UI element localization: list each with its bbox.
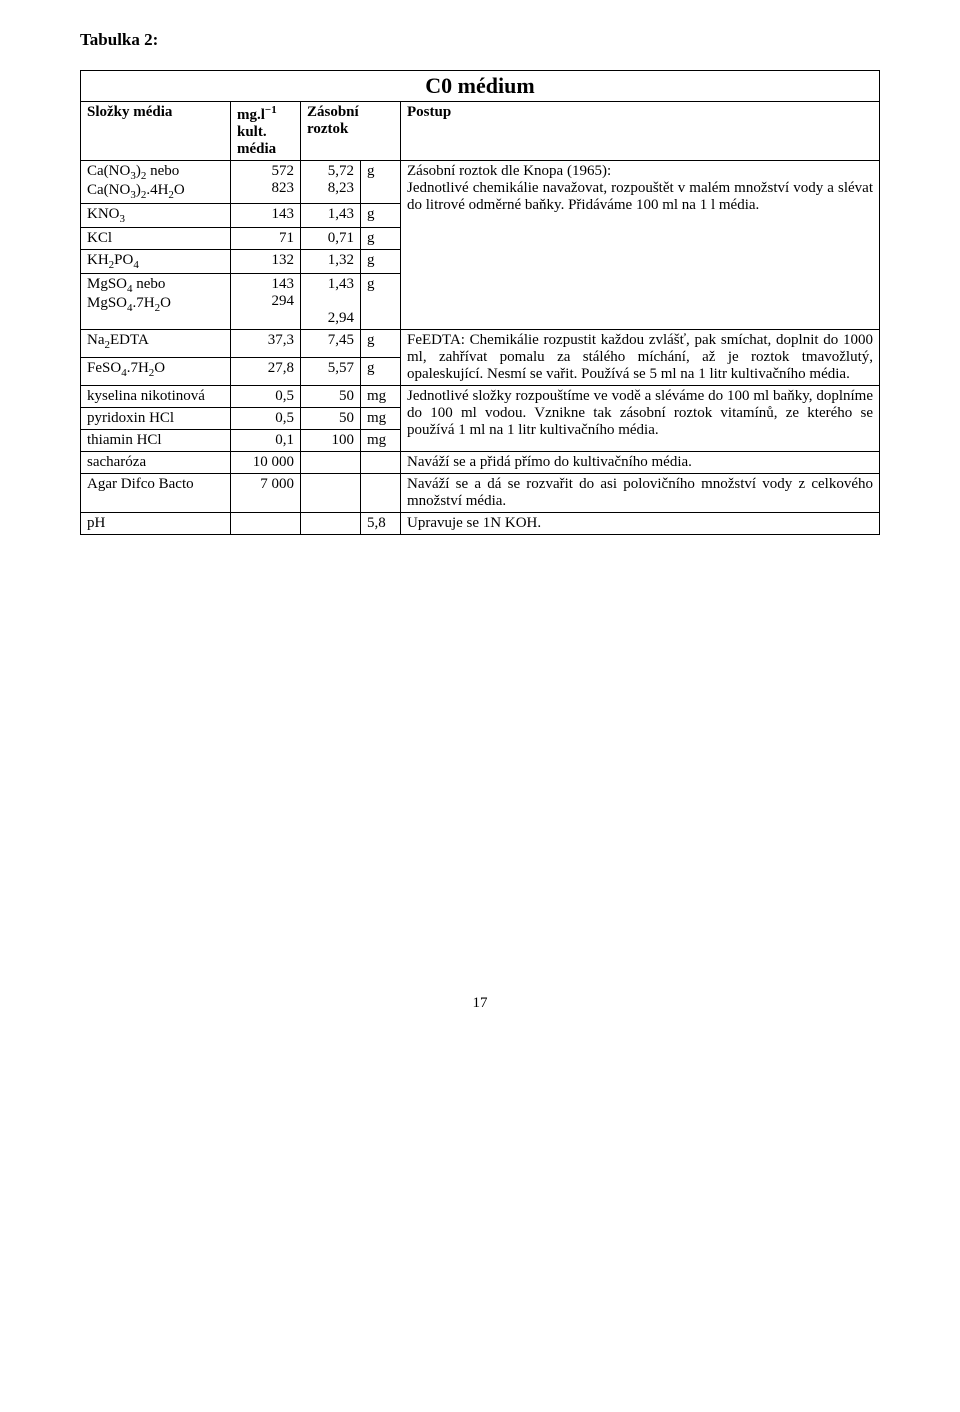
cell-name: pH bbox=[81, 513, 231, 535]
postup-block3: Jednotlivé složky rozpouštíme ve vodě a … bbox=[401, 386, 880, 452]
cell-name: kyselina nikotinová bbox=[81, 386, 231, 408]
cell-conc: 572823 bbox=[231, 161, 301, 204]
cell-unit: g bbox=[361, 161, 401, 204]
cell-conc: 27,8 bbox=[231, 358, 301, 386]
postup-ph: Upravuje se 1N KOH. bbox=[401, 513, 880, 535]
cell-stock: 100 bbox=[301, 430, 361, 452]
cell-name: KNO3 bbox=[81, 204, 231, 228]
col-header-slozky: Složky média bbox=[81, 102, 231, 161]
cell-stock: 5,728,23 bbox=[301, 161, 361, 204]
cell-name: KCl bbox=[81, 228, 231, 250]
cell-stock: 50 bbox=[301, 386, 361, 408]
cell-stock: 7,45 bbox=[301, 330, 361, 358]
cell-stock: 50 bbox=[301, 408, 361, 430]
cell-conc: 0,5 bbox=[231, 408, 301, 430]
cell-unit: mg bbox=[361, 430, 401, 452]
cell-conc: 143 bbox=[231, 204, 301, 228]
cell-name: thiamin HCl bbox=[81, 430, 231, 452]
cell-name: KH2PO4 bbox=[81, 250, 231, 274]
cell-name: Ca(NO3)2 neboCa(NO3)2.4H2O bbox=[81, 161, 231, 204]
cell-conc: 0,5 bbox=[231, 386, 301, 408]
cell-conc bbox=[231, 513, 301, 535]
cell-name: MgSO4 neboMgSO4.7H2O bbox=[81, 274, 231, 330]
cell-name: FeSO4.7H2O bbox=[81, 358, 231, 386]
postup-sacharoza: Naváží se a přidá přímo do kultivačního … bbox=[401, 452, 880, 474]
cell-name: Na2EDTA bbox=[81, 330, 231, 358]
postup-block2: FeEDTA: Chemikálie rozpustit každou zvlá… bbox=[401, 330, 880, 386]
cell-name: sacharóza bbox=[81, 452, 231, 474]
cell-unit: g bbox=[361, 250, 401, 274]
cell-stock: 1,43 bbox=[301, 204, 361, 228]
cell-stock: 1,32 bbox=[301, 250, 361, 274]
cell-stock bbox=[301, 474, 361, 513]
cell-unit: mg bbox=[361, 408, 401, 430]
cell-conc: 10 000 bbox=[231, 452, 301, 474]
cell-conc: 71 bbox=[231, 228, 301, 250]
cell-conc: 143294 bbox=[231, 274, 301, 330]
cell-name: Agar Difco Bacto bbox=[81, 474, 231, 513]
table-caption: Tabulka 2: bbox=[80, 30, 880, 50]
cell-stock: 1,432,94 bbox=[301, 274, 361, 330]
cell-stock: 5,57 bbox=[301, 358, 361, 386]
cell-conc: 37,3 bbox=[231, 330, 301, 358]
postup-block1: Zásobní roztok dle Knopa (1965): Jednotl… bbox=[401, 161, 880, 330]
cell-stock: 0,71 bbox=[301, 228, 361, 250]
cell-unit bbox=[361, 474, 401, 513]
cell-conc: 132 bbox=[231, 250, 301, 274]
cell-unit: g bbox=[361, 228, 401, 250]
table-title: C0 médium bbox=[81, 71, 880, 102]
cell-unit bbox=[361, 452, 401, 474]
cell-conc: 7 000 bbox=[231, 474, 301, 513]
cell-stock bbox=[301, 452, 361, 474]
col-header-stock: Zásobní roztok bbox=[301, 102, 401, 161]
cell-unit: mg bbox=[361, 386, 401, 408]
cell-unit: g bbox=[361, 358, 401, 386]
col-header-conc: mg.l−1 kult. média bbox=[231, 102, 301, 161]
cell-unit: g bbox=[361, 204, 401, 228]
cell-name: pyridoxin HCl bbox=[81, 408, 231, 430]
cell-unit: g bbox=[361, 274, 401, 330]
postup-agar: Naváží se a dá se rozvařit do asi polovi… bbox=[401, 474, 880, 513]
composition-table: C0 médium Složky média mg.l−1 kult. médi… bbox=[80, 70, 880, 535]
col-header-postup: Postup bbox=[401, 102, 880, 161]
cell-stock bbox=[301, 513, 361, 535]
cell-conc: 0,1 bbox=[231, 430, 301, 452]
page-number: 17 bbox=[80, 995, 880, 1012]
cell-unit: g bbox=[361, 330, 401, 358]
cell-unit: 5,8 bbox=[361, 513, 401, 535]
